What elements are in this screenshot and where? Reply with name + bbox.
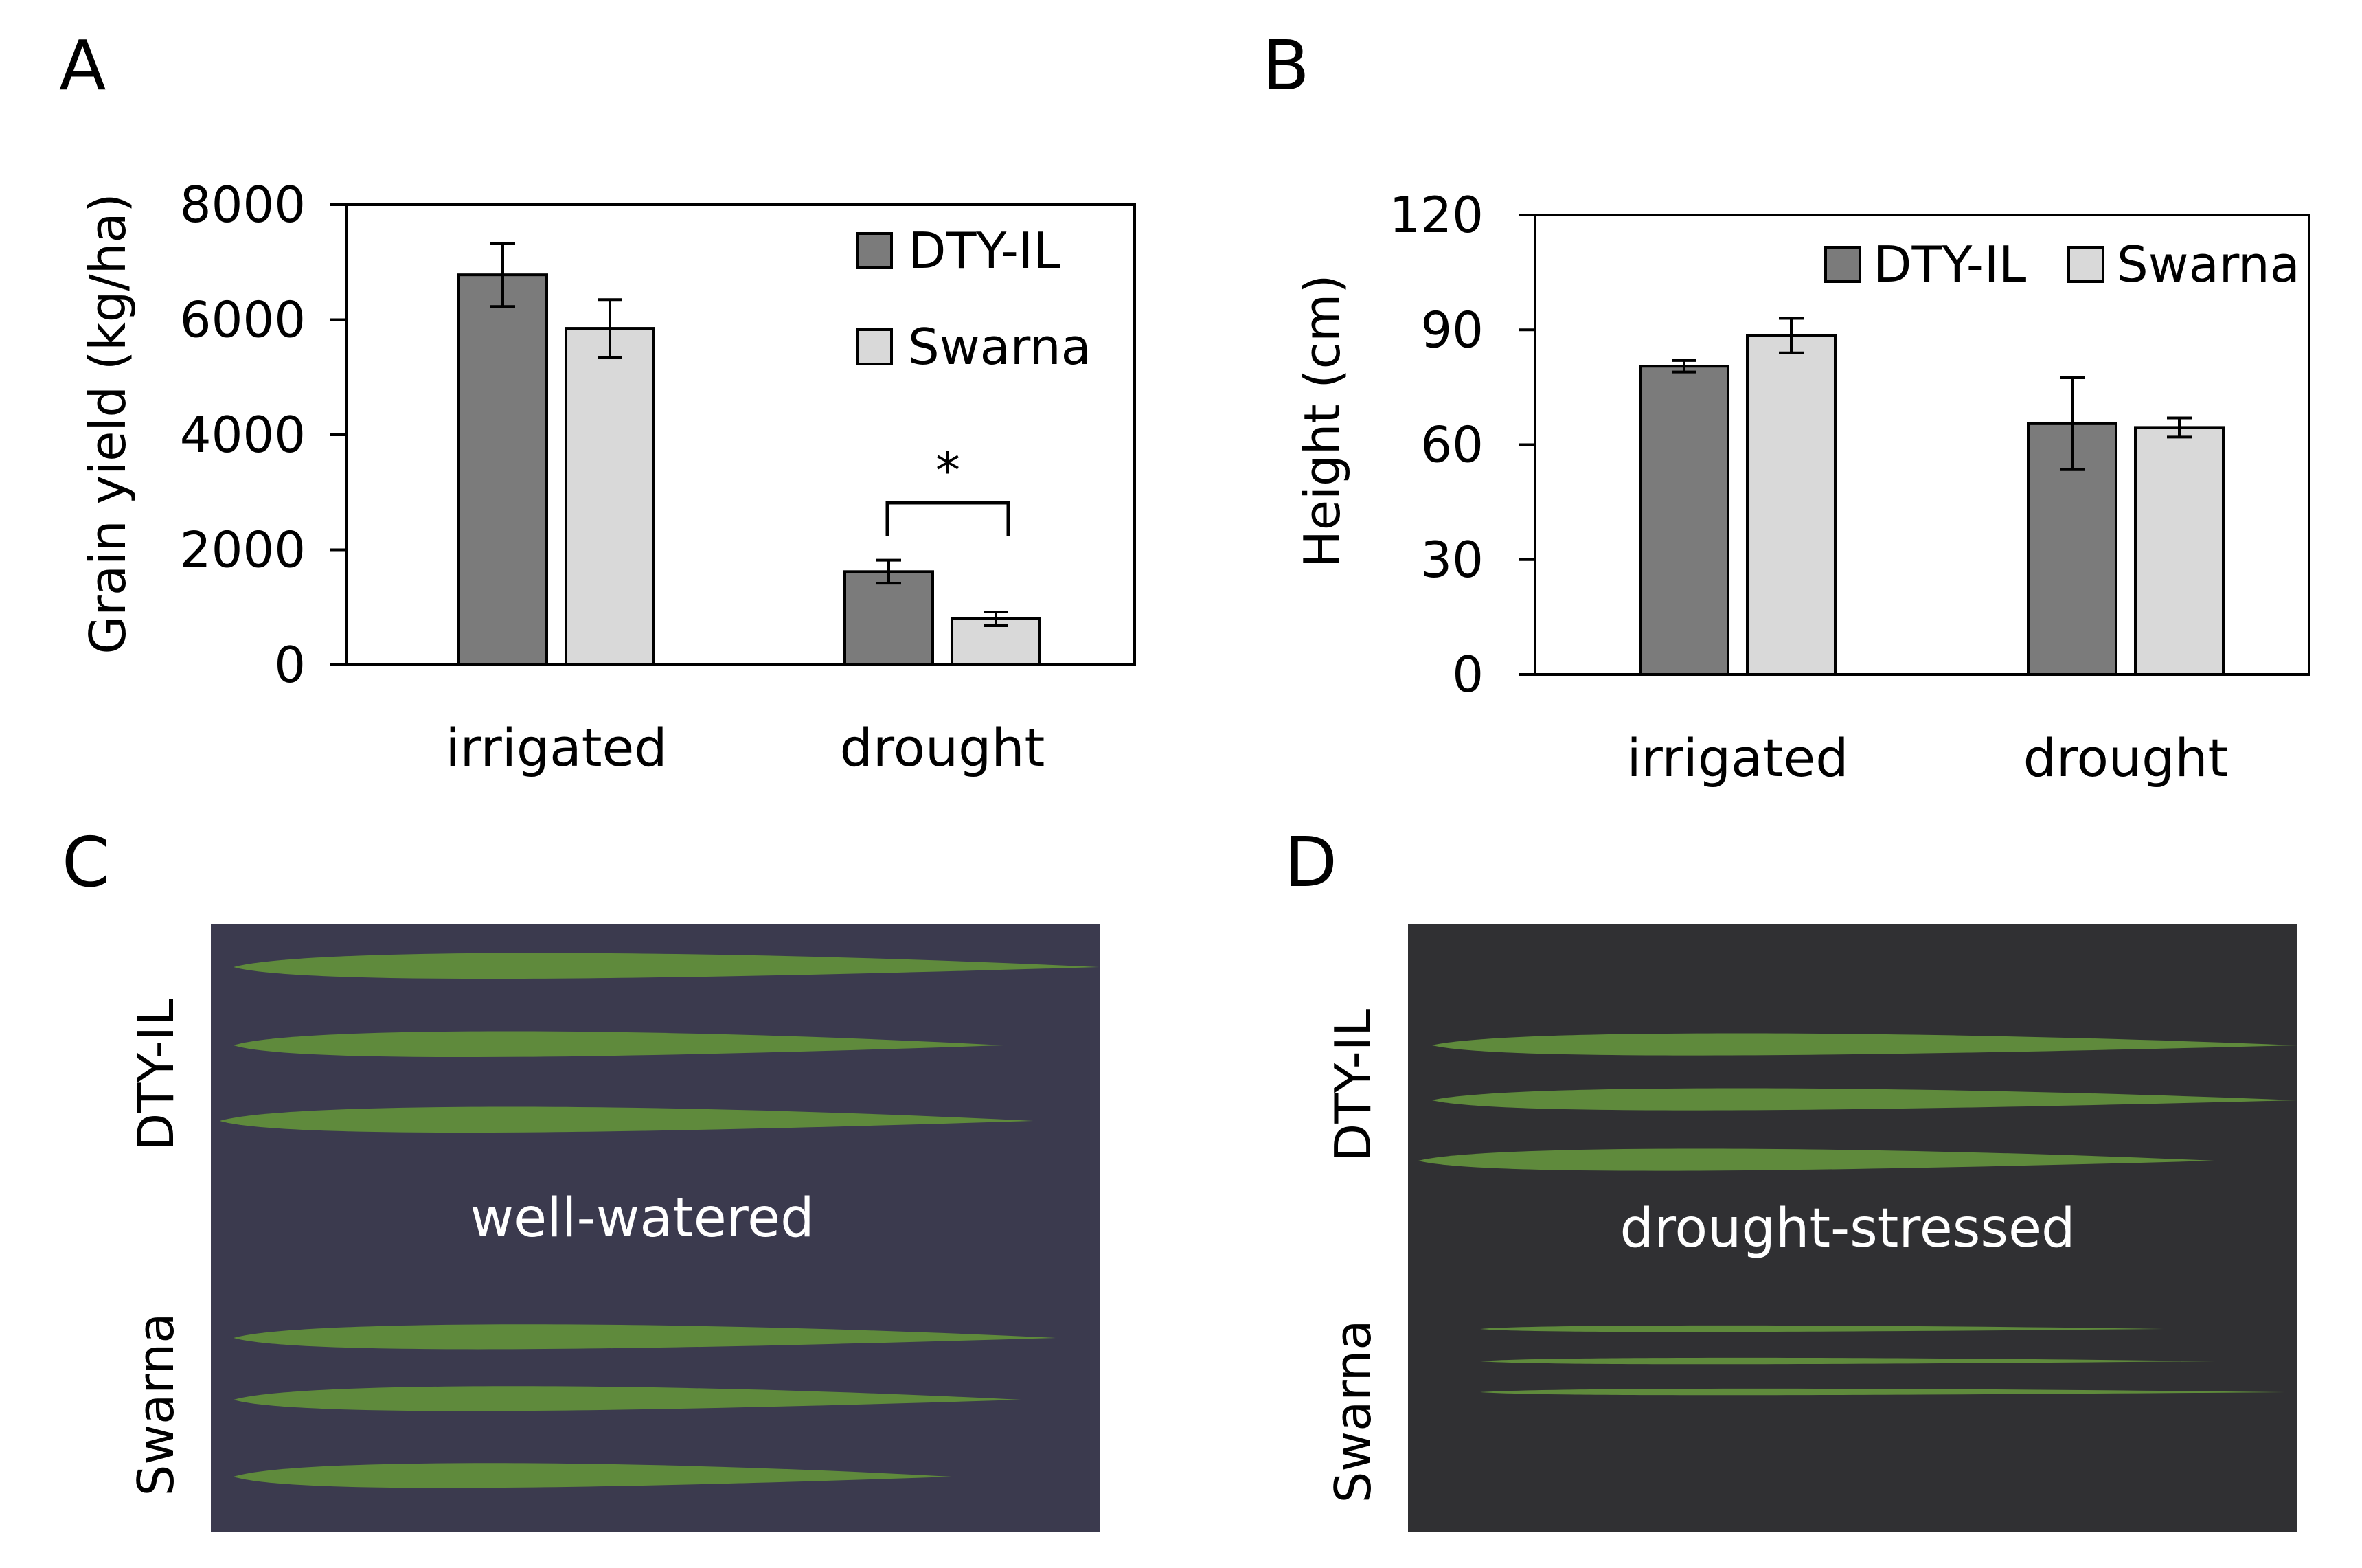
chart-b-ytick-label: 120 xyxy=(1389,186,1484,244)
chart-a-significance-bracket xyxy=(885,501,1010,536)
chart-b-bar-swarna-drought xyxy=(2134,426,2225,676)
photo-d-swarna-leaves xyxy=(1480,1325,2285,1396)
photo-c-dty-il-leaf xyxy=(234,953,1099,979)
photo-d-label-dty-il: DTY-IL xyxy=(1324,1009,1382,1161)
chart-a-legend-swarna: Swarna xyxy=(908,318,1091,376)
photo-d-dty-il-leaf xyxy=(1418,1148,2215,1171)
chart-a-errorbar-dty-il-irrigated xyxy=(490,242,515,308)
chart-a-ytick-label: 4000 xyxy=(180,406,306,464)
photo-c-label-swarna: Swarna xyxy=(127,1313,185,1497)
photo-d-swarna-leaf xyxy=(1480,1325,2164,1332)
chart-a-ytick-label: 0 xyxy=(274,636,306,694)
chart-b-ytick-label: 90 xyxy=(1420,301,1484,359)
photo-c-swarna-leaf xyxy=(234,1463,952,1488)
chart-a-y-axis-title: Grain yield (kg/ha) xyxy=(79,193,137,654)
photo-d-label-swarna: Swarna xyxy=(1324,1320,1382,1503)
panel-letter-b: B xyxy=(1262,25,1310,106)
photo-c-swarna-leaf xyxy=(234,1386,1021,1411)
chart-b-legend-dty-il: DTY-IL xyxy=(1874,236,2026,293)
chart-b-legend-swarna: Swarna xyxy=(2117,236,2300,293)
chart-b-category-irrigated: irrigated xyxy=(1627,727,1849,788)
chart-a-legend-swatch-swarna xyxy=(856,328,893,365)
chart-b-legend-swatch-swarna xyxy=(2067,246,2104,283)
chart-b-errorbar-swarna-irrigated xyxy=(1779,317,1804,354)
photo-d-dty-il-leaf xyxy=(1432,1088,2297,1111)
chart-a-ytick-label: 8000 xyxy=(180,176,306,234)
chart-a-bar-dty-il-irrigated xyxy=(457,273,548,666)
photo-c-swarna-leaf xyxy=(234,1324,1056,1350)
chart-b-legend: DTY-IL Swarna xyxy=(1824,236,2300,293)
chart-b-category-drought: drought xyxy=(2023,727,2229,788)
chart-a-category-irrigated: irrigated xyxy=(446,717,668,778)
panel-letter-d: D xyxy=(1284,822,1337,902)
chart-b-legend-swatch-dty-il xyxy=(1824,246,1861,283)
photo-d-dty-il-leaf xyxy=(1432,1033,2297,1056)
chart-a-errorbar-dty-il-drought xyxy=(876,558,901,585)
chart-b-bar-dty-il-irrigated xyxy=(1639,365,1729,677)
chart-b-ytick-label: 60 xyxy=(1420,416,1484,474)
chart-b-errorbar-swarna-drought xyxy=(2167,416,2192,439)
chart-a-errorbar-swarna-drought xyxy=(984,610,1008,628)
photo-d-background xyxy=(1408,924,2297,1532)
chart-a-category-drought: drought xyxy=(840,717,1045,778)
chart-a-errorbar-swarna-irrigated xyxy=(598,298,622,359)
chart-b-height: Height (cm) 120 90 60 30 0 irrigated drought… xyxy=(1293,186,2310,788)
chart-b-ytick-label: 30 xyxy=(1420,531,1484,589)
chart-b-bar-swarna-irrigated xyxy=(1746,334,1837,676)
photo-d-center-label: drought-stressed xyxy=(1620,1198,2075,1260)
chart-b-errorbar-dty-il-drought xyxy=(2060,376,2085,471)
photo-c-dty-il-leaf xyxy=(220,1106,1034,1133)
chart-a-ytick-label: 6000 xyxy=(180,291,306,349)
photo-c-center-label: well-watered xyxy=(470,1188,814,1249)
photo-c-background xyxy=(211,924,1100,1532)
photo-d-dty-il-leaves xyxy=(1418,1033,2297,1171)
chart-a-ytick-label: 2000 xyxy=(180,521,306,579)
photo-c-swarna-leaves xyxy=(234,1324,1056,1488)
chart-a-legend-dty-il: DTY-IL xyxy=(908,222,1060,280)
panel-letter-c: C xyxy=(62,822,110,902)
chart-b-y-axis-title: Height (cm) xyxy=(1293,275,1351,568)
photo-c-well-watered-leaves: well-watered DTY-IL Swarna xyxy=(127,924,1100,1532)
chart-a-legend: DTY-IL Swarna xyxy=(856,222,1091,376)
chart-a-bar-dty-il-drought xyxy=(843,570,934,667)
chart-a-significance: * xyxy=(885,442,1010,536)
chart-b-ytick-label: 0 xyxy=(1452,646,1484,703)
photo-d-swarna-leaf xyxy=(1480,1388,2285,1396)
chart-a-legend-swatch-dty-il xyxy=(856,232,893,269)
chart-a-grain-yield: Grain yield (kg/ha) 8000 6000 4000 2000 0 ir… xyxy=(79,176,1136,778)
photo-d-swarna-leaf xyxy=(1480,1357,2216,1365)
panel-letter-a: A xyxy=(59,25,106,106)
photo-c-dty-il-leaves xyxy=(220,953,1099,1133)
chart-b-errorbar-dty-il-irrigated xyxy=(1672,359,1696,374)
photo-d-drought-stressed-leaves: drought-stressed DTY-IL Swarna xyxy=(1324,924,2297,1532)
chart-a-bar-swarna-irrigated xyxy=(565,327,655,666)
chart-a-significance-star: * xyxy=(935,442,960,499)
photo-c-dty-il-leaf xyxy=(234,1031,1004,1058)
photo-c-label-dty-il: DTY-IL xyxy=(127,999,185,1151)
